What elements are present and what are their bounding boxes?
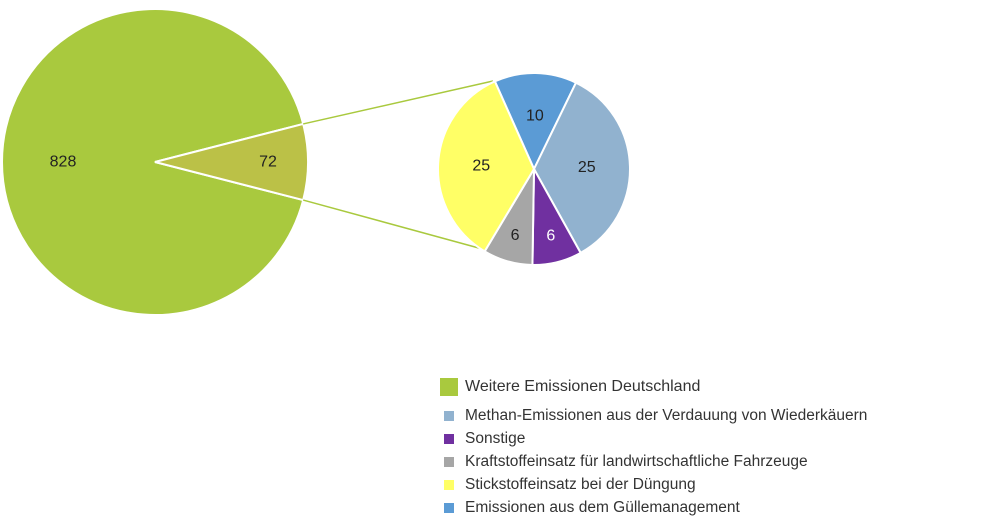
legend-item-kraftstoffeinsatz: Kraftstoffeinsatz für landwirtschaftlich…	[440, 450, 867, 473]
main-pie-label-weitere-emissionen-deutschland: 828	[50, 154, 77, 171]
legend-item-guellemanagement: Emissionen aus dem Güllemanagement	[440, 496, 867, 519]
legend-item-methan-emissionen: Methan-Emissionen aus der Verdauung von …	[440, 404, 867, 427]
legend: Weitere Emissionen Deutschland Methan-Em…	[440, 374, 867, 519]
legend-swatch	[444, 410, 454, 421]
legend-label: Kraftstoffeinsatz für landwirtschaftlich…	[465, 453, 808, 470]
legend-swatch	[444, 479, 454, 490]
breakdown-slice-emissionen-aus-dem-g-llemanagement	[493, 72, 578, 172]
legend-item-sonstige: Sonstige	[440, 427, 867, 450]
breakdown-label-sonstige: 6	[546, 228, 555, 245]
legend-swatch	[444, 433, 454, 444]
breakdown-pie: 10 25 6 6 25	[437, 72, 631, 267]
main-pie: 828 72	[1, 8, 309, 316]
breakdown-label-methan-emissionen-aus-der-verdauung-von-wiederk-uern: 25	[578, 159, 596, 176]
legend-swatch	[444, 502, 454, 513]
legend-swatch	[440, 377, 458, 396]
legend-label: Weitere Emissionen Deutschland	[465, 378, 701, 395]
legend-item-stickstoffeinsatz: Stickstoffeinsatz bei der Düngung	[440, 473, 867, 496]
legend-label: Emissionen aus dem Güllemanagement	[465, 499, 740, 516]
main-pie-label-expanded: 72	[259, 154, 277, 171]
breakdown-label-emissionen-aus-dem-g-llemanagement: 10	[526, 108, 544, 125]
connector-lines	[302, 80, 494, 251]
connector-line-top	[303, 80, 494, 125]
legend-swatch	[444, 456, 454, 467]
legend-label: Methan-Emissionen aus der Verdauung von …	[465, 407, 868, 424]
breakdown-slice-stickstoffeinsatz-bei-der-d-ngung	[437, 80, 536, 253]
legend-label: Sonstige	[465, 430, 526, 447]
connector-line-bottom	[302, 199, 487, 251]
breakdown-label-kraftstoffeinsatz-f-r-landwirtschaftliche-fahrzeuge: 6	[511, 227, 520, 244]
main-pie-slice-weitere-emissionen-deutschland	[1, 8, 305, 316]
legend-label: Stickstoffeinsatz bei der Düngung	[465, 476, 696, 493]
legend-item-weitere-emissionen: Weitere Emissionen Deutschland	[440, 374, 867, 404]
breakdown-label-stickstoffeinsatz-bei-der-d-ngung: 25	[472, 157, 490, 174]
